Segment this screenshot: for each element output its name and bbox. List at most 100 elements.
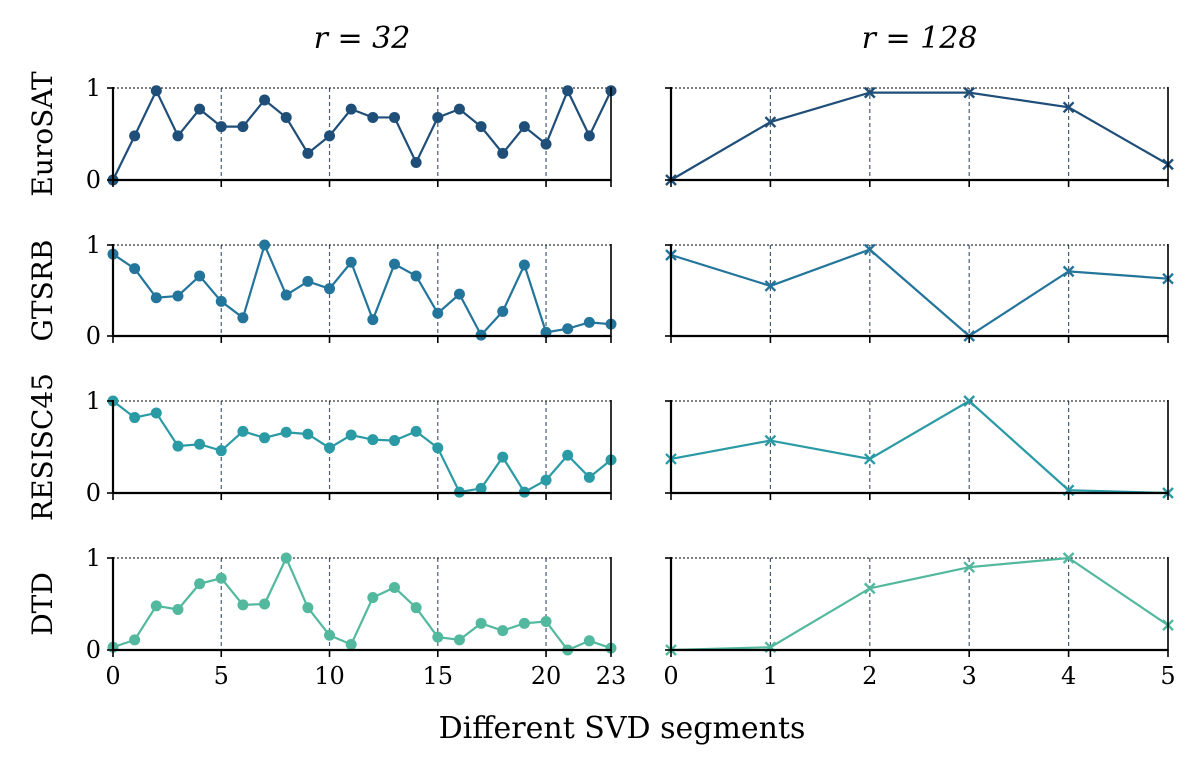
data-point xyxy=(540,138,552,150)
data-point xyxy=(410,270,422,282)
data-point xyxy=(518,617,530,629)
panel-dtd-col0: 010 5 10 15 20 23 xyxy=(86,544,627,690)
data-point xyxy=(583,635,595,647)
row-label-resisc45: RESISC45 xyxy=(26,373,59,521)
data-point xyxy=(863,86,876,99)
series-line xyxy=(670,91,1169,181)
y-tick-label: 0 xyxy=(86,636,101,664)
data-point xyxy=(324,629,336,641)
series-line xyxy=(670,248,1169,338)
data-point xyxy=(453,103,465,115)
data-point xyxy=(302,428,314,440)
data-point xyxy=(764,434,777,447)
data-point xyxy=(432,631,444,643)
y-tick-label: 1 xyxy=(86,74,101,102)
data-point xyxy=(388,111,400,123)
data-point xyxy=(150,600,162,612)
data-point xyxy=(1062,101,1075,114)
data-point xyxy=(475,121,487,133)
data-point xyxy=(432,442,444,454)
data-point xyxy=(1062,552,1075,564)
data-point xyxy=(280,289,292,301)
data-point xyxy=(129,263,141,275)
data-point xyxy=(583,471,595,483)
data-point xyxy=(215,121,227,133)
series-line xyxy=(670,399,1169,495)
y-tick-label: 0 xyxy=(86,479,101,507)
panel-gtsrb-col1 xyxy=(665,243,1174,343)
data-point xyxy=(367,592,379,604)
data-point xyxy=(150,407,162,419)
data-point xyxy=(518,121,530,133)
x-tick-label: 2 xyxy=(862,662,877,690)
data-point xyxy=(410,157,422,169)
panel-gtsrb-col0: 01 xyxy=(86,231,617,350)
row-label-dtd: DTD xyxy=(26,572,59,636)
column-title-1: r = 128 xyxy=(862,21,978,56)
data-point xyxy=(129,634,141,646)
x-tick-label: 4 xyxy=(1061,662,1076,690)
data-point xyxy=(280,552,292,564)
data-point xyxy=(764,116,777,128)
data-point xyxy=(129,412,141,424)
data-point xyxy=(172,130,184,142)
data-point xyxy=(194,270,206,282)
data-point xyxy=(237,312,249,324)
data-point xyxy=(259,598,271,610)
data-point xyxy=(324,130,336,142)
data-point xyxy=(388,435,400,447)
y-tick-label: 1 xyxy=(86,231,101,259)
series-line xyxy=(112,241,612,337)
data-point xyxy=(497,451,509,463)
data-point xyxy=(302,602,314,614)
data-point xyxy=(388,258,400,270)
data-point xyxy=(237,121,249,133)
data-point xyxy=(150,292,162,304)
data-point xyxy=(302,275,314,287)
data-point xyxy=(453,634,465,646)
data-point xyxy=(172,440,184,452)
panel-resisc45-col0: 01 xyxy=(86,387,617,507)
x-tick-label: 5 xyxy=(214,662,229,690)
data-point xyxy=(324,442,336,454)
data-point xyxy=(345,638,357,650)
series-line xyxy=(670,556,1169,652)
series-line xyxy=(112,400,612,494)
data-point xyxy=(963,561,976,574)
panel-eurosat-col1 xyxy=(665,86,1174,187)
y-tick-label: 0 xyxy=(86,322,101,350)
panel-dtd-col1: 0 1 2 3 4 5 xyxy=(663,552,1176,690)
data-point xyxy=(497,625,509,637)
column-title-0: r = 32 xyxy=(314,21,411,56)
y-tick-label: 1 xyxy=(86,544,101,572)
data-point xyxy=(432,111,444,123)
data-point xyxy=(215,572,227,584)
y-tick-label: 0 xyxy=(86,166,101,194)
data-point xyxy=(497,147,509,159)
data-point xyxy=(172,604,184,616)
data-point xyxy=(388,581,400,593)
data-point xyxy=(764,280,777,292)
data-point xyxy=(194,578,206,590)
data-point xyxy=(237,425,249,437)
row-label-gtsrb: GTSRB xyxy=(26,240,59,342)
data-point xyxy=(129,130,141,142)
x-tick-label: 0 xyxy=(105,662,120,690)
data-point xyxy=(518,259,530,271)
x-tick-label: 3 xyxy=(962,662,977,690)
data-point xyxy=(237,599,249,611)
data-point xyxy=(410,425,422,437)
panel-eurosat-col0: 01 xyxy=(86,74,617,194)
x-tick-label: 0 xyxy=(663,662,678,690)
x-tick-label: 23 xyxy=(596,662,627,690)
data-point xyxy=(475,617,487,629)
data-point xyxy=(475,482,487,494)
data-point xyxy=(259,239,271,251)
data-point xyxy=(1062,265,1075,278)
data-point xyxy=(345,103,357,115)
data-point xyxy=(367,314,379,326)
column-titles: r = 32 r = 128 xyxy=(314,21,978,56)
data-point xyxy=(280,426,292,438)
